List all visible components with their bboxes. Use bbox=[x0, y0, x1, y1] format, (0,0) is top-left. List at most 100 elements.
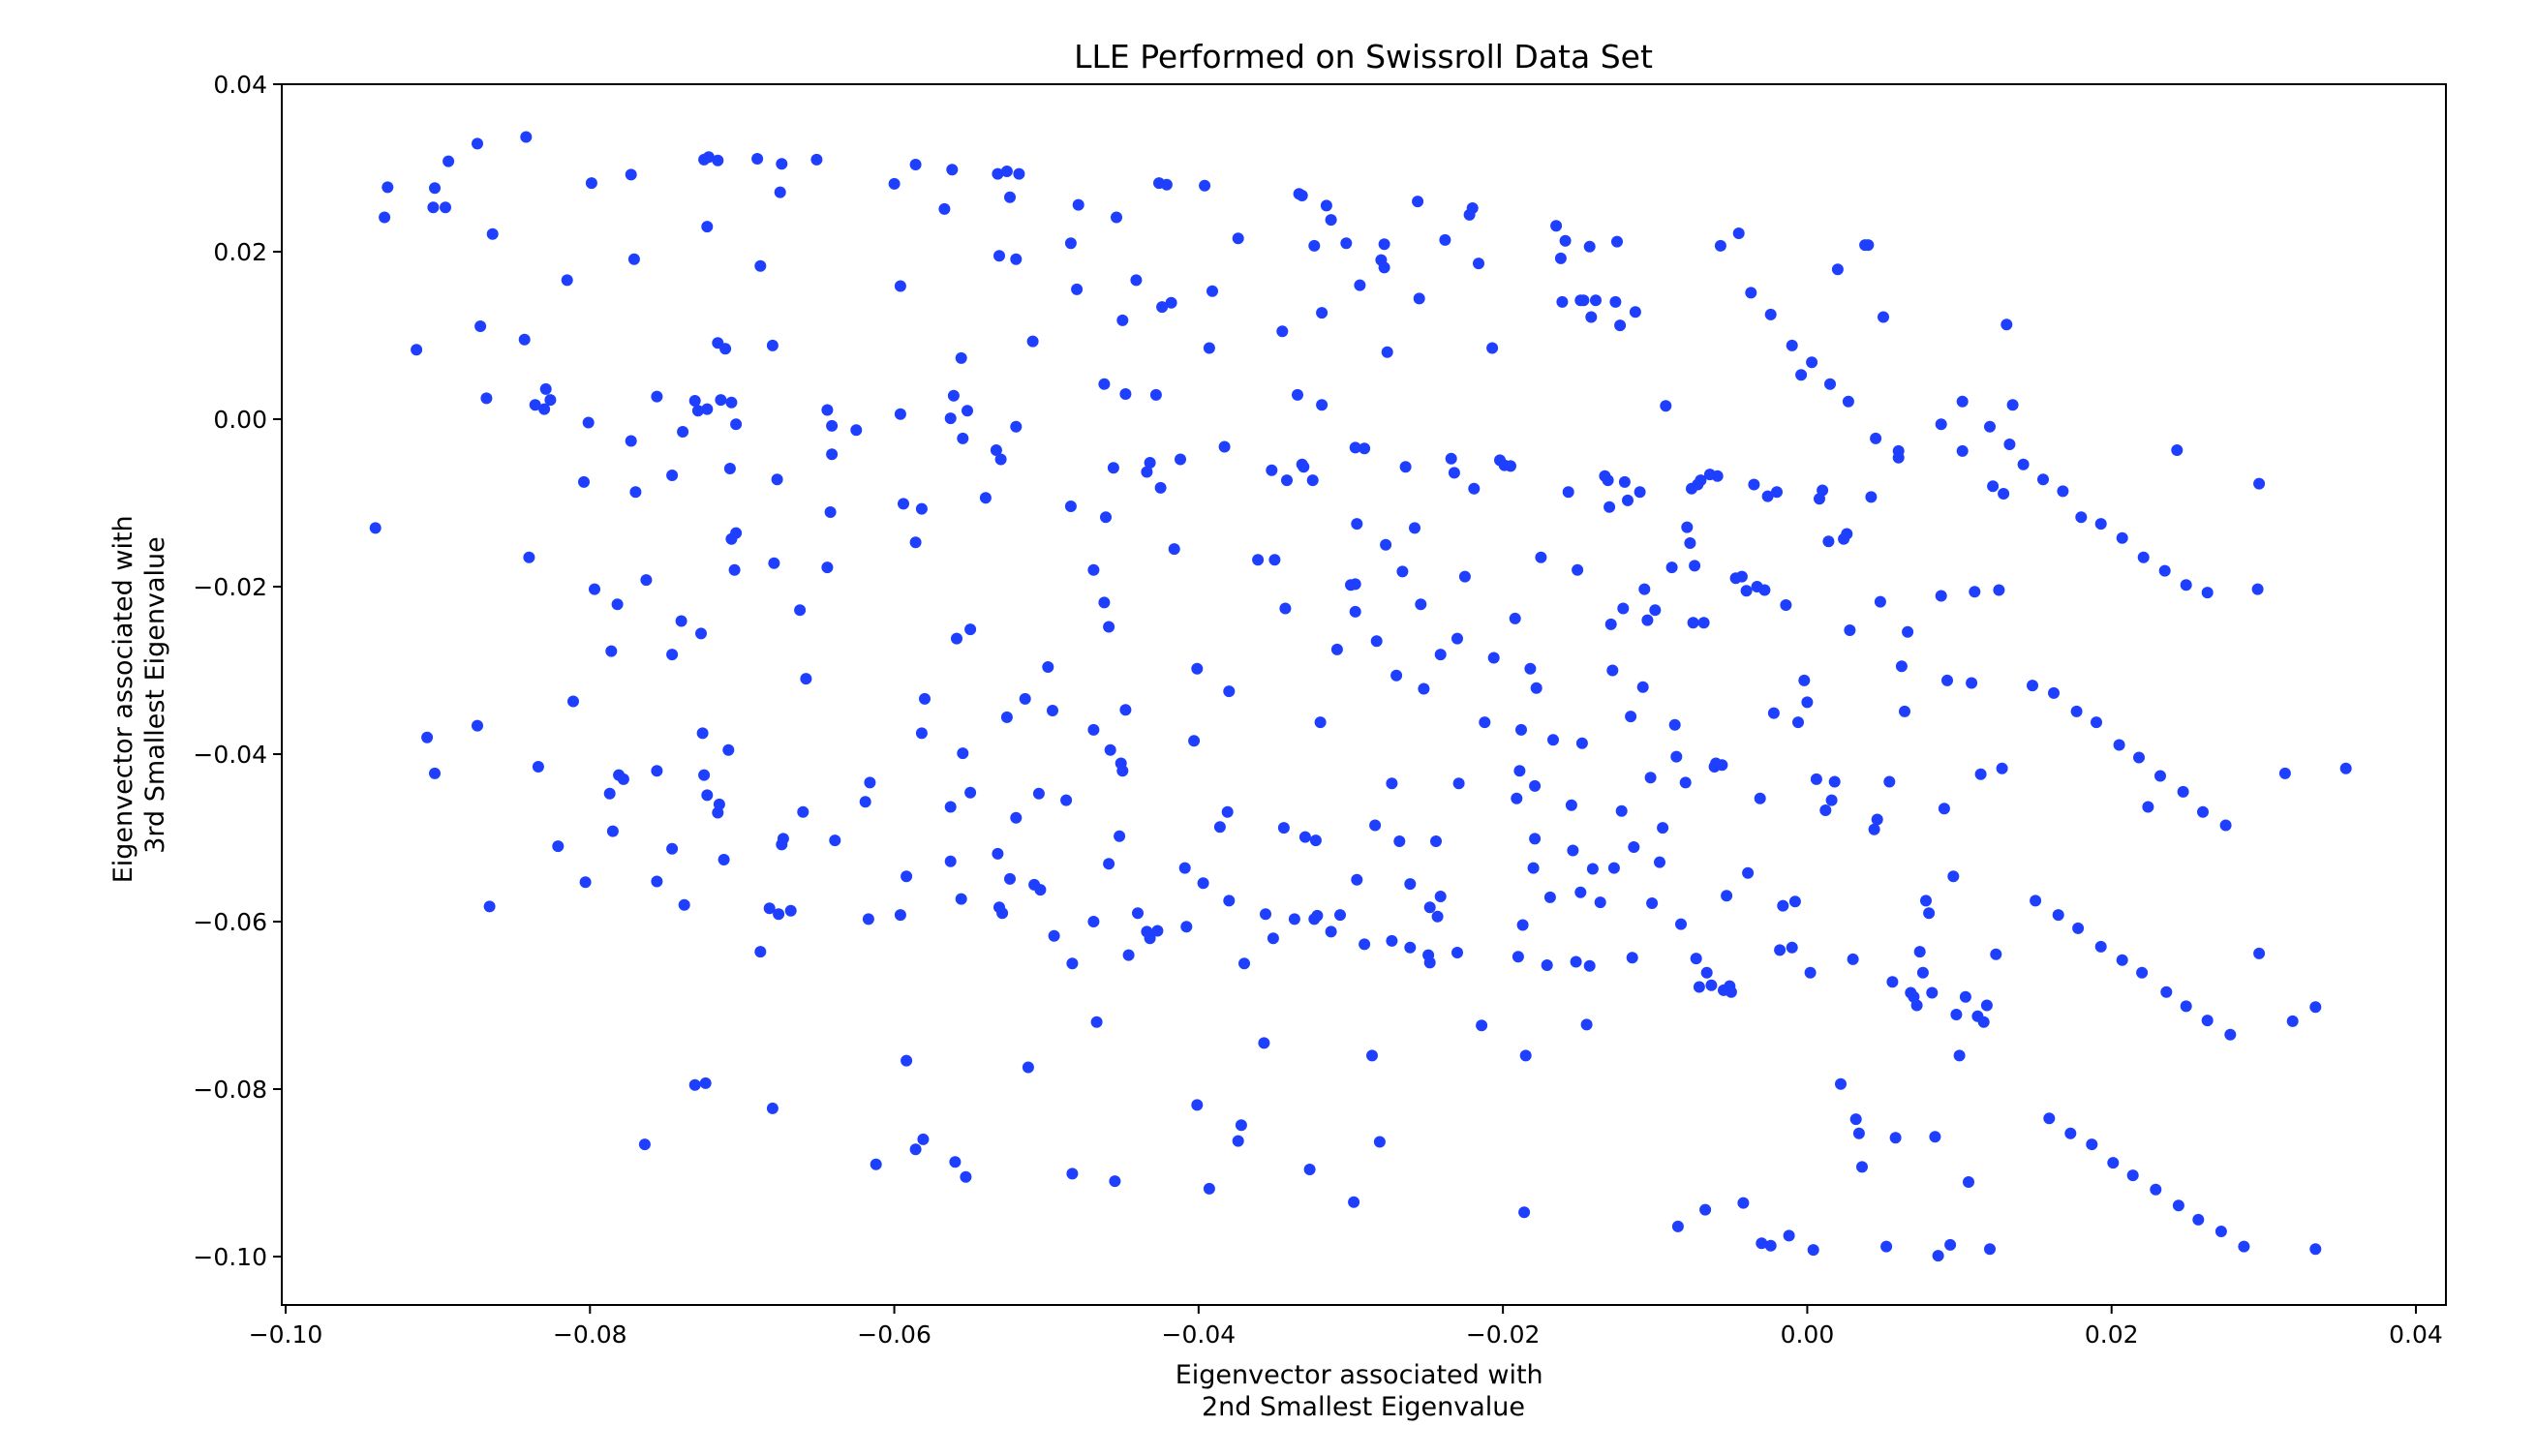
data-point bbox=[1562, 486, 1574, 499]
data-point bbox=[1602, 474, 1614, 487]
data-point bbox=[1941, 674, 1953, 686]
data-point bbox=[1378, 238, 1390, 251]
data-point bbox=[1149, 388, 1162, 401]
data-point bbox=[1396, 565, 1409, 578]
data-point bbox=[1705, 979, 1718, 991]
data-point bbox=[1116, 765, 1129, 777]
data-point bbox=[1175, 453, 1186, 466]
data-point bbox=[1235, 1119, 1247, 1132]
data-point bbox=[777, 833, 789, 845]
data-point bbox=[894, 909, 906, 922]
data-point bbox=[2171, 444, 2184, 456]
data-point bbox=[1550, 220, 1563, 232]
data-point bbox=[1870, 432, 1882, 444]
data-point bbox=[2158, 564, 2171, 577]
data-point bbox=[2075, 511, 2088, 524]
data-point bbox=[691, 405, 704, 417]
data-point bbox=[1013, 167, 1025, 180]
data-point bbox=[1109, 1175, 1121, 1188]
data-point bbox=[1351, 518, 1363, 531]
data-point bbox=[996, 907, 1009, 920]
data-point bbox=[763, 902, 776, 915]
data-point bbox=[909, 159, 922, 170]
data-point bbox=[1574, 886, 1587, 898]
data-point bbox=[1188, 735, 1201, 747]
data-point bbox=[625, 168, 637, 181]
data-point bbox=[1998, 488, 2010, 500]
data-point bbox=[1213, 821, 1226, 834]
data-point bbox=[2001, 318, 2013, 331]
data-point bbox=[1320, 199, 1332, 212]
data-point bbox=[1764, 308, 1777, 320]
y-tick-label: −0.02 bbox=[193, 573, 267, 601]
data-point bbox=[955, 893, 967, 905]
data-point bbox=[1458, 570, 1471, 583]
data-point bbox=[1980, 999, 1993, 1012]
data-point bbox=[1098, 378, 1111, 390]
data-point bbox=[1047, 705, 1058, 716]
data-point bbox=[962, 405, 973, 417]
data-point bbox=[960, 1170, 972, 1183]
data-point bbox=[1665, 561, 1678, 574]
data-point bbox=[944, 412, 957, 425]
data-point bbox=[1916, 966, 1929, 979]
data-point bbox=[990, 444, 1002, 456]
data-point bbox=[1604, 618, 1617, 630]
data-point bbox=[1831, 263, 1844, 276]
data-point bbox=[1258, 1037, 1270, 1049]
data-point bbox=[826, 448, 839, 461]
data-point bbox=[1675, 918, 1687, 930]
data-point bbox=[1926, 986, 1939, 999]
data-point bbox=[1609, 295, 1622, 308]
data-point bbox=[1844, 624, 1856, 636]
data-point bbox=[666, 649, 679, 661]
data-point bbox=[1512, 951, 1524, 963]
data-point bbox=[915, 502, 928, 515]
data-point bbox=[1223, 685, 1236, 698]
data-point bbox=[1824, 378, 1836, 390]
data-point bbox=[754, 259, 767, 272]
data-point bbox=[1218, 440, 1231, 453]
data-point bbox=[1700, 966, 1713, 979]
data-point bbox=[894, 280, 906, 292]
data-point bbox=[611, 598, 624, 611]
data-point bbox=[1618, 475, 1631, 488]
data-point bbox=[1487, 652, 1500, 664]
data-point bbox=[1774, 944, 1787, 956]
data-point bbox=[1354, 279, 1366, 291]
data-point bbox=[1575, 737, 1588, 749]
data-point bbox=[1524, 662, 1537, 675]
data-point bbox=[1788, 895, 1801, 908]
data-point bbox=[1359, 938, 1371, 951]
data-point bbox=[1098, 596, 1111, 609]
data-point bbox=[1380, 538, 1392, 551]
data-point bbox=[666, 470, 679, 481]
data-point bbox=[483, 900, 496, 913]
data-point bbox=[1920, 895, 1932, 907]
data-point bbox=[2116, 531, 2128, 544]
data-point bbox=[606, 825, 619, 837]
data-point bbox=[1883, 775, 1896, 788]
data-point bbox=[1087, 723, 1100, 736]
data-point bbox=[1144, 457, 1156, 469]
data-point bbox=[1777, 899, 1789, 912]
data-point bbox=[771, 473, 783, 486]
data-point bbox=[675, 615, 687, 627]
data-point bbox=[2086, 1138, 2098, 1151]
data-point bbox=[725, 396, 738, 409]
data-point bbox=[1298, 461, 1310, 473]
data-point bbox=[2201, 587, 2214, 599]
data-point bbox=[1154, 481, 1167, 494]
data-point bbox=[1197, 877, 1209, 890]
data-point bbox=[2070, 705, 2083, 717]
data-point bbox=[718, 854, 730, 865]
data-point bbox=[2154, 770, 2166, 782]
data-point bbox=[1953, 1049, 1966, 1062]
data-point bbox=[751, 153, 764, 165]
data-point bbox=[2286, 1015, 2299, 1027]
data-point bbox=[719, 343, 732, 355]
data-point bbox=[579, 876, 592, 889]
data-point bbox=[1929, 1131, 1941, 1143]
data-point bbox=[715, 394, 727, 407]
